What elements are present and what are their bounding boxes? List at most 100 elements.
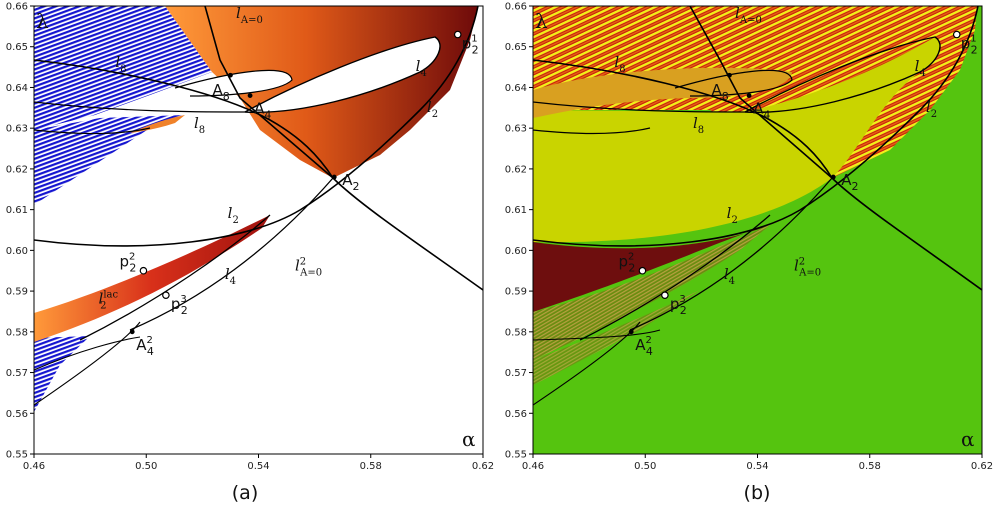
panel-b-xtick-label-1: 0.50 [634,461,656,472]
panel-a-curve-l4-left [34,101,246,113]
panel-b-curve-lower-left [533,321,641,406]
panel-b-ytick-label-2: 0.57 [505,368,527,379]
panel-b-maroon-region [533,210,800,312]
panel-b-curve-label-l-A-0-2: l2 A=0 [794,257,821,279]
panel-a-lac-region [34,215,270,342]
panel-b-xtick-label-4: 0.62 [971,461,993,472]
panel-a-point-label-p-2-3: p3 2 [171,294,188,317]
panel-a-xtick-label-1: 0.50 [135,461,157,472]
panel-b-ytick-label-4: 0.59 [505,287,527,298]
panel-b-ytick-label-9: 0.64 [505,83,527,94]
panel-a-ytick-label-9: 0.64 [6,83,28,94]
panel-b-moss-band-lower [533,290,700,385]
panel-b-moss-band [533,225,770,360]
panel-b-ytick-label-8: 0.63 [505,124,527,135]
panel-a-ytick-label-5: 0.60 [6,246,28,257]
panel-a-xlabel: α [462,427,476,451]
panel-b-point-p-2-3 [661,291,669,299]
panel-a-curve-lower-left-2 [34,336,141,371]
panel-b-xtick-label-0: 0.46 [522,461,544,472]
panel-a-curve-label-l-2-mid: l2 [228,204,239,226]
panel-a-ytick-label-1: 0.56 [6,409,28,420]
panel-b-ytick-label-3: 0.58 [505,327,527,338]
panel-a-blue-middle [34,115,185,205]
panel-b-point-label-A-8: A8 [711,81,728,103]
panel-a-xtick-label-0: 0.46 [23,461,45,472]
panel-a-curve-l8-upper [174,69,293,97]
panel-a-point-A-4-2 [129,329,135,335]
panel-b-xlabel: α [961,427,975,451]
panel-b-ytick-label-7: 0.62 [505,164,527,175]
panel-a-caption: (a) [232,482,258,504]
panel-a-point-p-2-2 [139,266,148,275]
panel-a-curve-l2-A0 [129,177,334,331]
panel-a-curve-label-l-8-upper: l8 [115,53,126,75]
panel-b-point-A-2 [830,174,836,180]
panel-a-ytick-label-3: 0.58 [6,327,28,338]
panel-a-curve-label-l-2-upper: l2 [427,98,438,120]
panel-a-orange-sliver [130,115,185,133]
panel-a-ytick-label-11: 0.66 [6,2,28,13]
panel-a-point-label-A-4: A4 [254,100,271,122]
panel-b-curve-l-A0-upper [689,6,833,179]
panel-b-curve-label-l-2-upper: l2 [926,98,937,120]
panel-a-blue-upper [34,6,212,130]
panel-a-ylabel: λ [36,9,49,33]
panel-b-curve-l4-lower [579,214,771,341]
panel-b-curve-label-l-8-lower: l8 [693,114,704,136]
panel-a-curve-lower-left [34,321,141,406]
panel-a-point-p-2-3 [162,291,170,299]
panel-b-point-label-A-4: A4 [753,100,770,122]
panel-a-ytick-label-7: 0.62 [6,164,28,175]
panel-a-point-label-A-8: A8 [212,81,229,103]
panel-b-curve-label-l-8-upper: l8 [614,53,625,75]
panel-a-ytick-label-6: 0.61 [6,205,28,216]
panel-a-curves [34,6,483,406]
panel-a-ytick-label-10: 0.65 [6,42,28,53]
panel-b-yellow-region [533,37,941,243]
panel-a-curve-label-l-A-0: lA=0 [236,4,263,26]
panel-a-xtick-label-2: 0.54 [247,461,269,472]
panel-a-curve-l2 [34,6,479,247]
panel-a-ytick-label-4: 0.59 [6,287,28,298]
panel-b-point-p-2-1 [952,30,961,39]
panel-a-point-label-A-4-2: A2 4 [136,335,154,358]
panel-a-point-A-8 [228,72,233,78]
panel-b-curve-label-l-2-mid: l2 [727,204,738,226]
panel-b-xtick-label-2: 0.54 [746,461,768,472]
panel-a-curve-label-l-lac: llac 2 [99,289,119,311]
panel-b-ytick-label-6: 0.61 [505,205,527,216]
panel-b-caption: (b) [744,482,771,504]
panel-b-point-A-4 [746,93,752,98]
panel-b-ytick-label-1: 0.56 [505,409,527,420]
panel-a-point-A-2 [331,174,337,180]
panel-a-axes: 0.46 0.50 0.54 0.58 0.62 0.55 0.56 0.57 0.58 0.59… [6,2,494,473]
panel-a-blue-lower [34,336,90,412]
panel-a-curve-l4-lower [79,214,271,341]
panel-a-point-label-A-2: A2 [342,171,359,193]
panel-b-curve-label-l-A-0: lA=0 [735,4,762,26]
panel-a-point-A-4 [247,93,253,98]
panel-b-curve-l2 [533,6,979,247]
panel-a-ytick-label-8: 0.63 [6,124,28,135]
panel-a-curve-l-A0-upper [204,6,334,179]
panel-a-white-lobe [175,70,292,96]
panel-b-point-label-p-2-2: p2 2 [618,252,635,275]
panel-b-axes: 0.46 0.50 0.54 0.58 0.62 0.55 0.56 0.57 0.58 0.59… [505,2,993,473]
panel-b-ytick-label-0: 0.55 [505,450,527,461]
panel-b-ytick-label-10: 0.65 [505,42,527,53]
panel-b-curve-l4-left [533,101,746,113]
panel-b-curve-l-A0 [533,59,982,291]
panel-b-ylabel: λ [535,9,548,33]
panel-a-ytick-label-0: 0.55 [6,450,28,461]
panel-a-curve-l8-lower [34,127,151,135]
panel-b-point-p-2-2 [638,266,647,275]
panel-b-point-label-p-2-1: p1 2 [961,34,978,57]
panel-a-point-label-p-2-1: p1 2 [462,34,479,57]
panel-b-curves [533,6,982,406]
panel-a-curve-l-A0 [34,59,483,291]
panel-a-curve-label-l-4-upper: l4 [416,57,427,79]
